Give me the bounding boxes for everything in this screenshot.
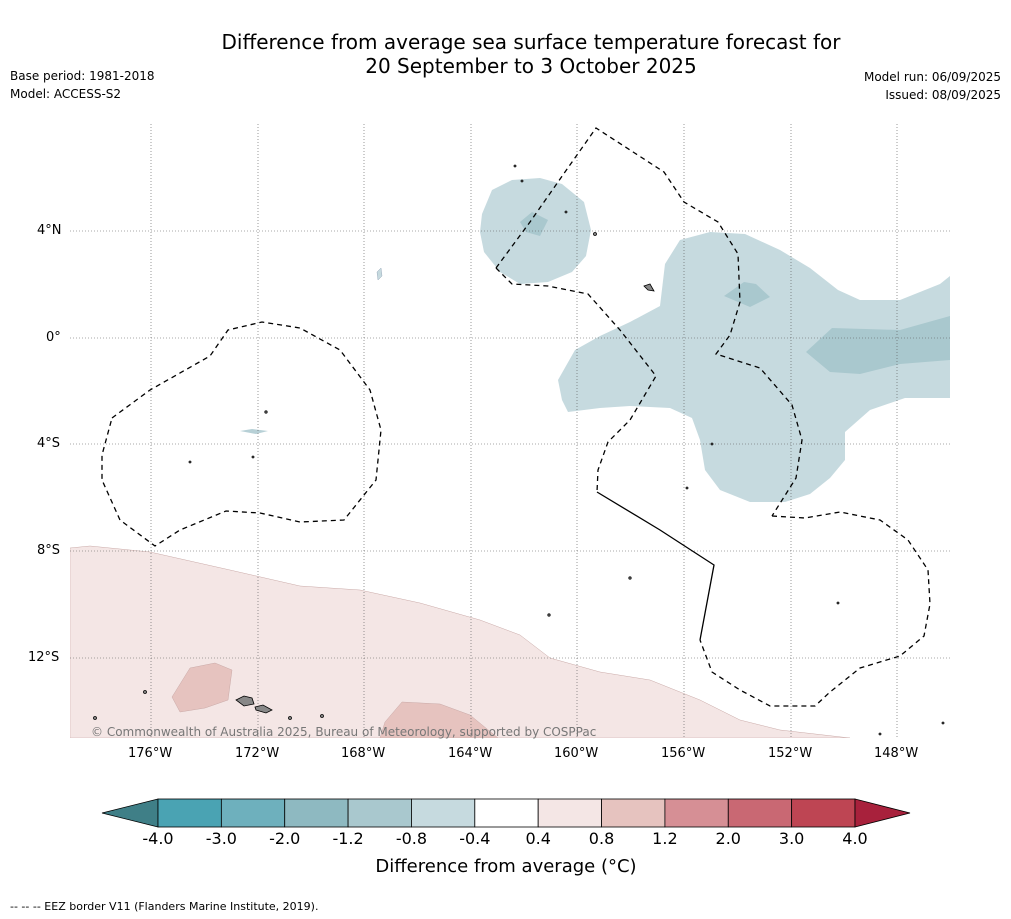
colorbar-extend-high — [854, 798, 911, 828]
cool-anomaly-north-core — [520, 212, 548, 236]
model-run: Model run: 06/09/2025 — [863, 70, 1001, 84]
island-upolu — [254, 704, 273, 714]
lon-label-172w: 172°W — [235, 746, 280, 761]
colorbar-tick-label: 0.8 — [588, 829, 615, 848]
lat-label-12s: 12°S — [28, 650, 60, 665]
issued-date: Issued: 08/09/2025 — [885, 88, 1001, 102]
colorbar-segment — [537, 798, 602, 828]
eez-footnote: -- -- -- EEZ border V11 (Flanders Marine… — [10, 900, 319, 913]
colorbar-tick-label: -0.4 — [459, 829, 491, 848]
eez-southeast-loop — [699, 511, 931, 707]
lon-label-176w: 176°W — [128, 746, 173, 761]
islands — [93, 164, 945, 736]
base-period: Base period: 1981-2018 — [10, 69, 155, 83]
eez-borders — [101, 127, 931, 707]
cool-anomaly-small — [240, 429, 268, 434]
meta-left: Base period: 1981-2018 Model: ACCESS-S2 — [10, 67, 155, 103]
cool-anomaly-tiny — [376, 267, 383, 281]
eez-north-lower — [495, 267, 657, 493]
title-line-1: Difference from average sea surface temp… — [221, 30, 841, 54]
warm-anomaly-patch-1 — [171, 662, 233, 713]
colorbar-tick-label: -0.8 — [395, 829, 428, 848]
model-name: Model: ACCESS-S2 — [10, 87, 122, 101]
colorbar-segment — [727, 798, 793, 828]
lat-label-8s: 8°S — [37, 543, 61, 558]
lat-label-0: 0° — [46, 330, 61, 345]
colorbar-segment — [791, 798, 856, 828]
colorbar-segment — [284, 798, 349, 828]
colorbar-segment — [664, 798, 729, 828]
colorbar-segment — [157, 798, 222, 828]
eez-central-boundary — [495, 127, 803, 517]
lon-label-164w: 164°W — [448, 746, 493, 761]
eez-solid-border — [596, 491, 715, 641]
colorbar-extend-low — [101, 798, 159, 828]
warm-anomaly-region — [70, 545, 851, 738]
colorbar-segment — [601, 798, 666, 828]
meta-right: Model run: 06/09/2025 Issued: 08/09/2025 — [864, 68, 1001, 104]
colorbar-segment — [474, 798, 539, 828]
colorbar-tick-label: -3.0 — [205, 829, 237, 848]
lon-label-168w: 168°W — [341, 746, 386, 761]
colorbar-tick-label: -4.0 — [142, 829, 174, 848]
cool-anomaly-core-1 — [724, 282, 770, 307]
lon-label-160w: 160°W — [554, 746, 599, 761]
colorbar-tick-label: -2.0 — [269, 829, 301, 848]
colorbar-segment — [347, 798, 412, 828]
title-line-2: 20 September to 3 October 2025 — [365, 54, 697, 78]
colorbar-tick-label: 0.4 — [525, 829, 551, 848]
island-savaii — [235, 695, 255, 707]
lat-label-4s: 4°S — [37, 436, 61, 451]
colorbar-segment — [411, 798, 476, 828]
colorbar-tick-label: 4.0 — [842, 829, 868, 848]
colorbar-tick-label: 2.0 — [715, 829, 741, 848]
cool-anomaly-core-2 — [806, 316, 950, 374]
warm-anomaly-patch-2 — [379, 701, 499, 738]
lon-label-152w: 152°W — [768, 746, 813, 761]
gridlines — [70, 124, 950, 738]
colorbar-tick-label: 1.2 — [652, 829, 678, 848]
cool-anomaly-east-region — [558, 232, 950, 502]
colorbar-title: Difference from average (°C) — [375, 856, 637, 877]
copyright-text: © Commonwealth of Australia 2025, Bureau… — [91, 725, 597, 739]
colorbar-segments — [101, 798, 911, 828]
lat-label-4n: 4°N — [37, 223, 62, 238]
chart-title: Difference from average sea surface temp… — [0, 30, 1011, 78]
map-frame — [70, 124, 950, 738]
colorbar-tick-label: 3.0 — [778, 829, 805, 848]
lon-label-148w: 148°W — [874, 746, 919, 761]
lon-label-156w: 156°W — [661, 746, 706, 761]
colorbar-tick-label: -1.2 — [332, 829, 364, 848]
eez-western-loop — [101, 321, 382, 547]
colorbar-segment — [220, 798, 286, 828]
